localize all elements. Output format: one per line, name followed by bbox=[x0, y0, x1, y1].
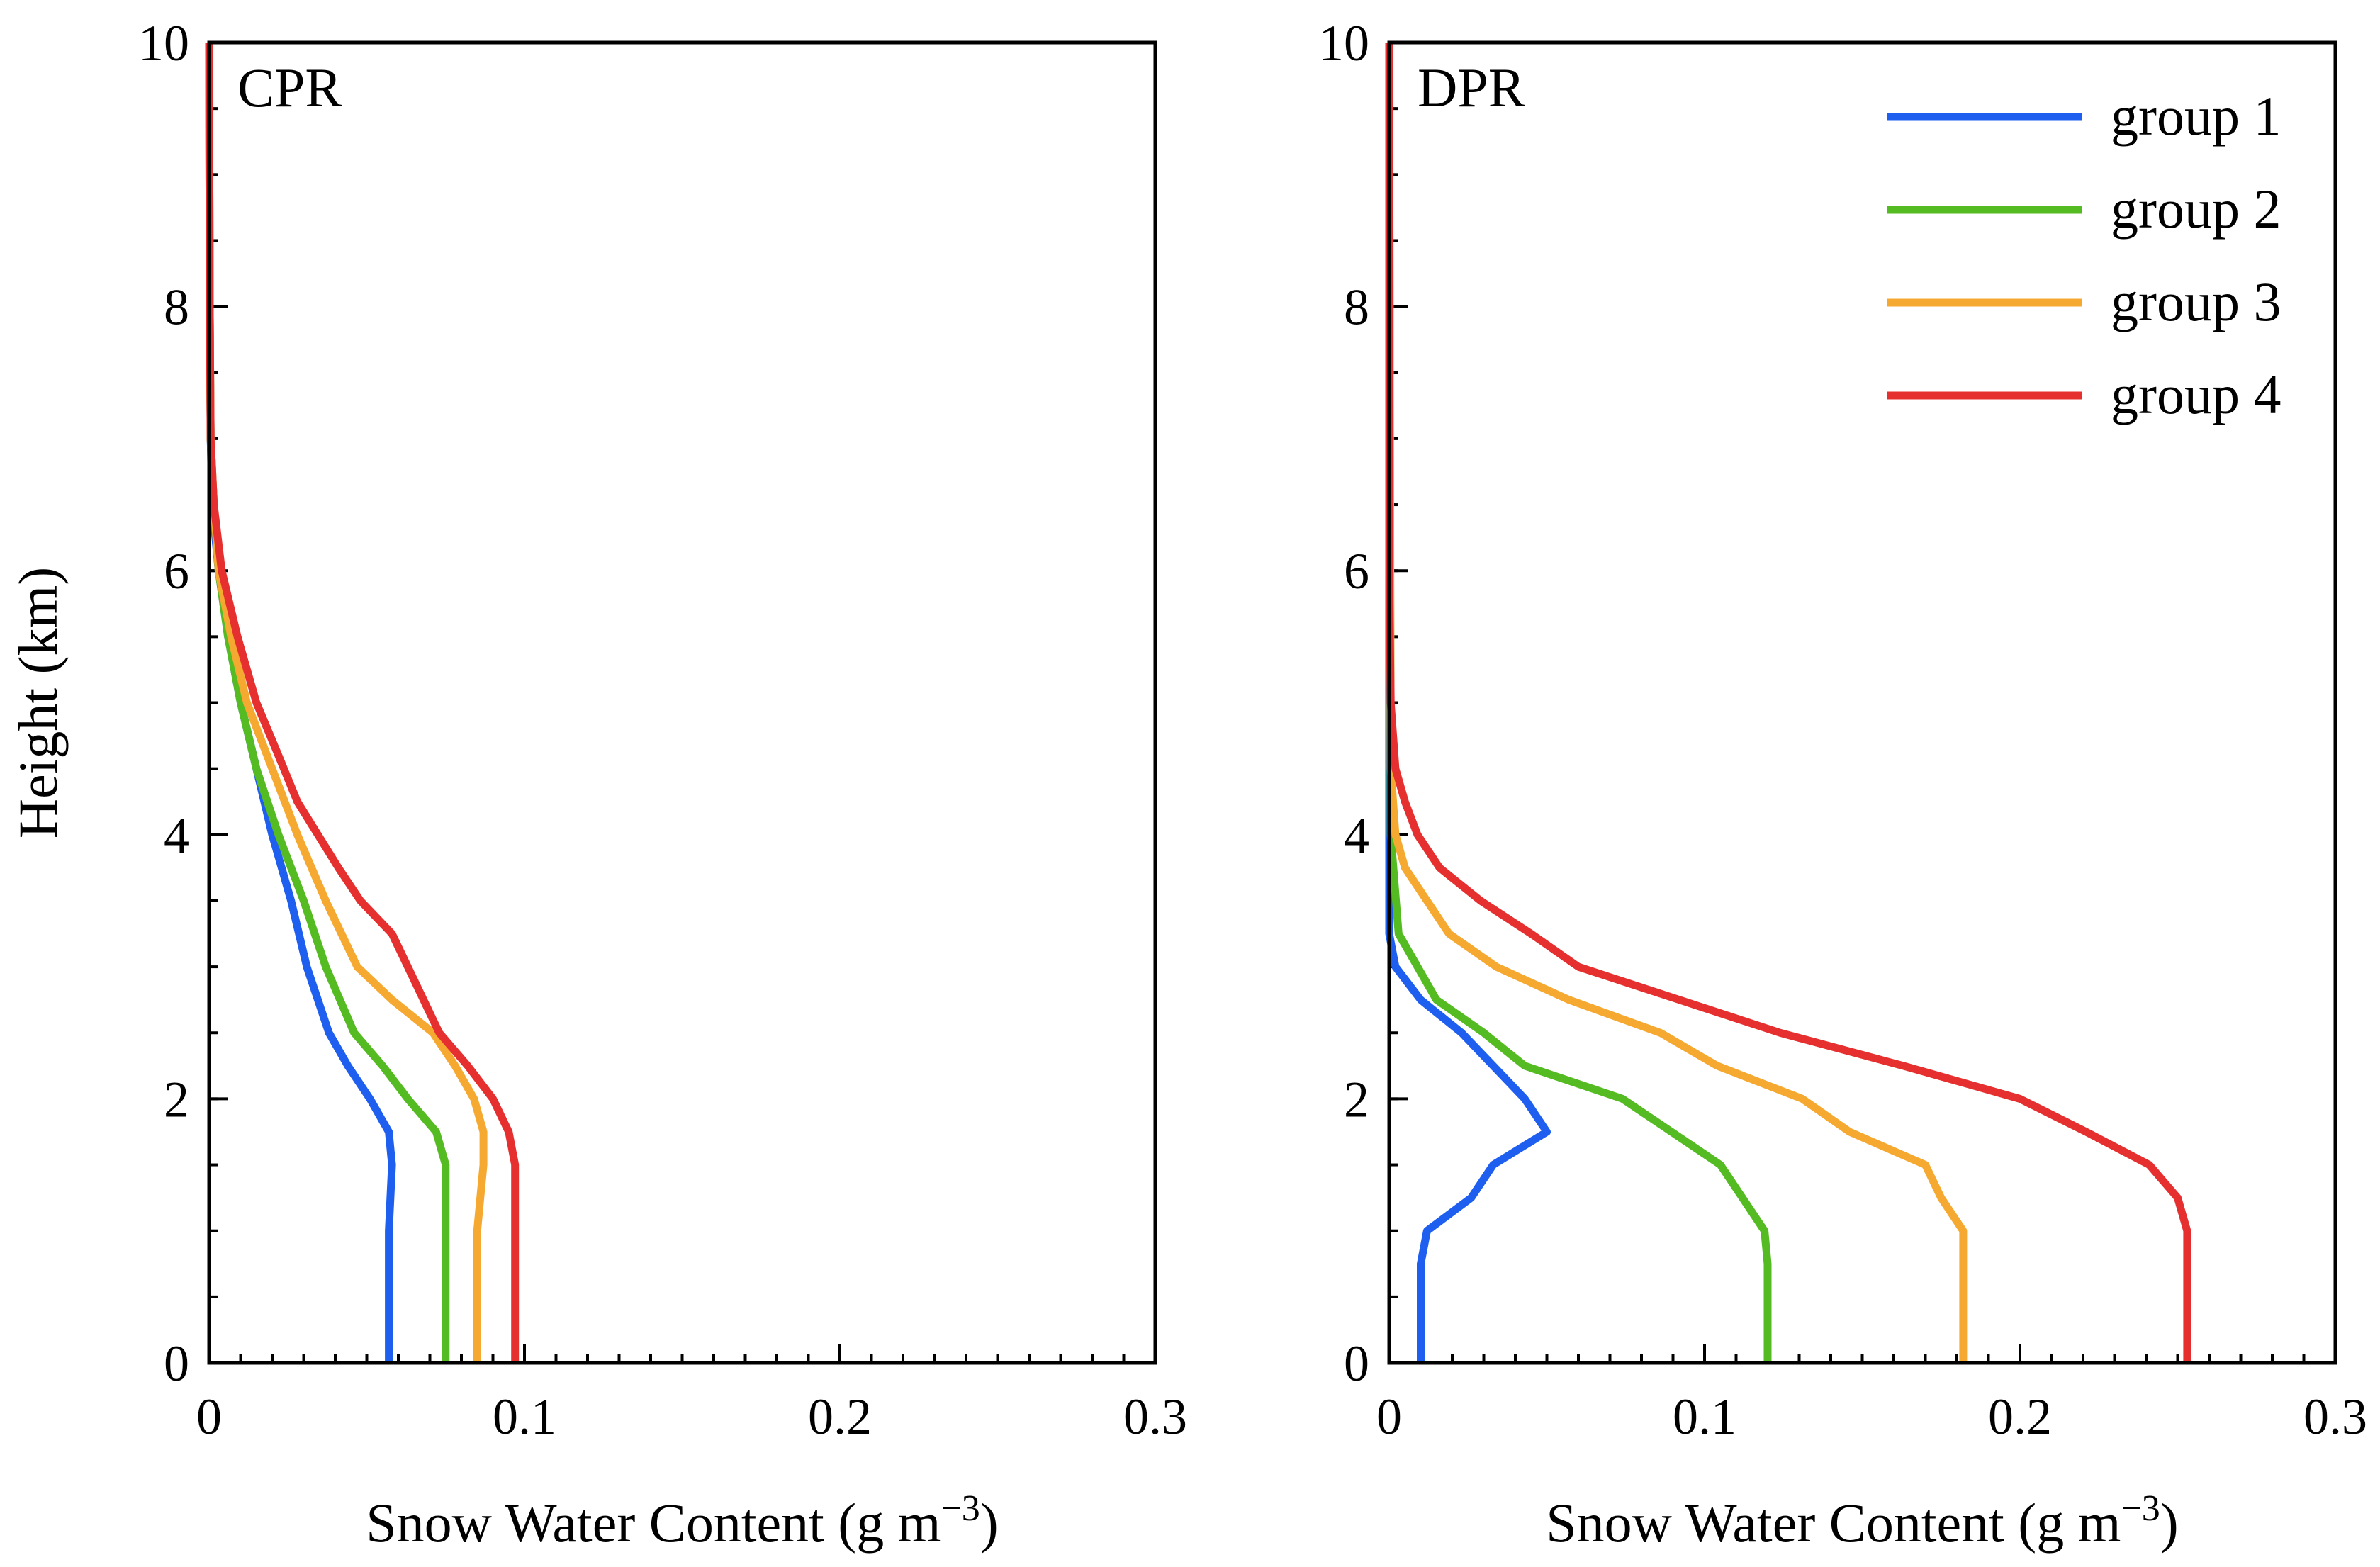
x-tick-label: 0 bbox=[196, 1388, 222, 1445]
y-tick-label: 6 bbox=[164, 543, 189, 600]
y-tick-label: 2 bbox=[164, 1071, 189, 1128]
series-line-group-3 bbox=[1385, 42, 1968, 1363]
legend-label: group 4 bbox=[2111, 364, 2281, 425]
y-tick-label: 8 bbox=[1344, 279, 1369, 336]
series-line-group-1 bbox=[1385, 43, 1551, 1363]
legend-label: group 2 bbox=[2111, 178, 2281, 240]
series-line-group-2 bbox=[1385, 42, 1772, 1363]
x-tick-label: 0.2 bbox=[1988, 1388, 2052, 1445]
legend-label: group 3 bbox=[2111, 271, 2281, 332]
series-line-group-4 bbox=[1385, 43, 2191, 1363]
y-tick-label: 0 bbox=[1344, 1335, 1369, 1392]
y-tick-label: 0 bbox=[164, 1335, 189, 1392]
x-tick-label: 0.2 bbox=[808, 1388, 872, 1445]
x-tick-label: 0.1 bbox=[493, 1388, 556, 1445]
y-tick-label: 8 bbox=[164, 279, 189, 336]
legend: group 1 group 2 group 3 group 4 bbox=[1887, 85, 2281, 425]
plot-frame bbox=[207, 40, 1157, 1365]
y-tick-label: 10 bbox=[1318, 15, 1369, 72]
x-tick-label: 0.1 bbox=[1673, 1388, 1736, 1445]
plot-frame bbox=[1387, 40, 2337, 1365]
x-axis-title: Snow Water Content (g m−3) bbox=[366, 1488, 999, 1554]
panel-label: CPR bbox=[237, 57, 342, 118]
x-tick-label: 0.3 bbox=[2303, 1388, 2367, 1445]
x-axis-title: Snow Water Content (g m−3) bbox=[1546, 1488, 2179, 1554]
x-tick-label: 0.3 bbox=[1123, 1388, 1187, 1445]
y-tick-label: 10 bbox=[138, 15, 189, 72]
series-line-group-4 bbox=[205, 42, 520, 1363]
panels: 0 0.1 0.2 0.3 0 2 4 6 8 10 CPR Snow Water Content (… bbox=[7, 15, 2367, 1554]
y-tick-label: 2 bbox=[1344, 1071, 1369, 1128]
y-tick-label: 6 bbox=[1344, 543, 1369, 600]
y-tick-label: 4 bbox=[1344, 807, 1369, 864]
y-tick-label: 4 bbox=[164, 807, 189, 864]
panel-cpr: 0 0.1 0.2 0.3 0 2 4 6 8 10 CPR Snow Water Content (… bbox=[7, 15, 1187, 1554]
y-axis-title: Height (km) bbox=[7, 567, 69, 838]
x-tick-label: 0 bbox=[1376, 1388, 1402, 1445]
panel-label: DPR bbox=[1418, 57, 1525, 118]
legend-label: group 1 bbox=[2111, 85, 2281, 147]
panel-dpr: 0 0.1 0.2 0.3 0 2 4 6 8 10 DPR Snow Water Content (… bbox=[1318, 15, 2367, 1554]
